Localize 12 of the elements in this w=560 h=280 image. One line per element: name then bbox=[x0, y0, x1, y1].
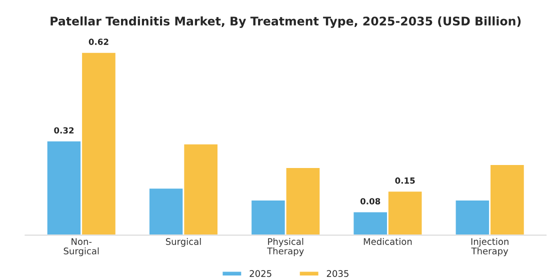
x-tick-label: Medication bbox=[364, 238, 412, 245]
legend-label: 2025 bbox=[250, 270, 272, 277]
chart-title: Patellar Tendinitis Market, By Treatment Type, 2025-2035 (USD Billion) bbox=[50, 16, 521, 28]
data-label: 0.62 bbox=[88, 38, 108, 45]
x-tick-label: Physical Therapy bbox=[267, 238, 304, 256]
x-tick-label: Injection Therapy bbox=[471, 238, 508, 256]
x-tick-label: Non- Surgical bbox=[64, 238, 99, 256]
data-label: 0.32 bbox=[54, 127, 74, 134]
data-label: 0.15 bbox=[395, 177, 415, 184]
x-tick-label: Surgical bbox=[166, 238, 201, 247]
data-label: 0.08 bbox=[360, 198, 380, 204]
legend-label: 2035 bbox=[326, 270, 348, 277]
